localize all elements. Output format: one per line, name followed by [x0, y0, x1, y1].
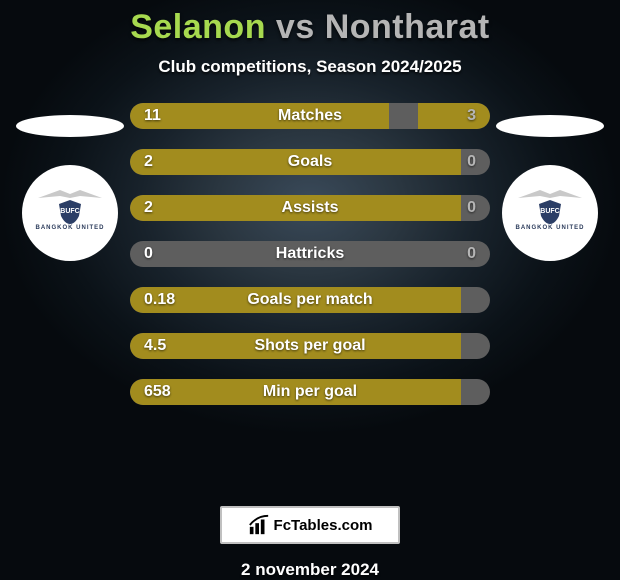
bar-label: Shots per goal — [254, 337, 365, 355]
stat-bar: 11 3 Matches — [130, 103, 490, 129]
bar-value-right: 3 — [467, 107, 476, 125]
svg-text:BUFC: BUFC — [540, 208, 559, 215]
stat-bar: 4.5 Shots per goal — [130, 333, 490, 359]
bar-label: Goals — [288, 153, 332, 171]
bar-label: Matches — [278, 107, 342, 125]
right-ellipse-shadow — [496, 115, 604, 137]
bar-label: Assists — [282, 199, 339, 217]
title-player1: Selanon — [130, 8, 266, 46]
subtitle: Club competitions, Season 2024/2025 — [158, 57, 461, 77]
bar-label: Hattricks — [276, 245, 344, 263]
bar-value-left: 0 — [144, 245, 153, 263]
svg-text:BUFC: BUFC — [60, 208, 79, 215]
stat-bar: 658 Min per goal — [130, 379, 490, 405]
wings-icon — [38, 188, 102, 200]
chart-icon — [248, 514, 270, 536]
stat-bar: 2 0 Assists — [130, 195, 490, 221]
stat-bar: 0 0 Hattricks — [130, 241, 490, 267]
right-club-crest: BUFC BANGKOK UNITED — [502, 165, 598, 261]
left-club-crest: BUFC BANGKOK UNITED — [22, 165, 118, 261]
bar-value-right: 0 — [467, 153, 476, 171]
page-title: Selanon vs Nontharat — [130, 8, 490, 47]
bar-value-left: 0.18 — [144, 291, 175, 309]
bar-value-left: 11 — [144, 107, 161, 125]
footer-logo: FcTables.com — [220, 506, 400, 544]
stat-bar: 2 0 Goals — [130, 149, 490, 175]
shield-icon: BUFC — [537, 200, 563, 224]
footer-logo-text: FcTables.com — [274, 517, 373, 534]
bar-value-left: 2 — [144, 199, 153, 217]
wings-icon — [518, 188, 582, 200]
bar-value-left: 2 — [144, 153, 153, 171]
title-vs: vs — [276, 8, 315, 46]
bar-value-left: 658 — [144, 383, 171, 401]
bar-fill-left — [130, 103, 389, 129]
right-side: BUFC BANGKOK UNITED — [490, 103, 610, 261]
left-side: BUFC BANGKOK UNITED — [10, 103, 130, 261]
shield-icon: BUFC — [57, 200, 83, 224]
bar-label: Goals per match — [247, 291, 372, 309]
right-club-name: BANGKOK UNITED — [516, 225, 585, 231]
date: 2 november 2024 — [241, 560, 379, 580]
title-player2: Nontharat — [325, 8, 490, 46]
bar-value-left: 4.5 — [144, 337, 166, 355]
stats-bars: 11 3 Matches 2 0 Goals 2 0 Assists 0 0 Hattricks 0.1… — [130, 103, 490, 405]
left-ellipse-shadow — [16, 115, 124, 137]
stat-bar: 0.18 Goals per match — [130, 287, 490, 313]
bar-label: Min per goal — [263, 383, 357, 401]
left-club-name: BANGKOK UNITED — [36, 225, 105, 231]
bar-value-right: 0 — [467, 199, 476, 217]
bar-value-right: 0 — [467, 245, 476, 263]
bar-fill-right — [418, 103, 490, 129]
